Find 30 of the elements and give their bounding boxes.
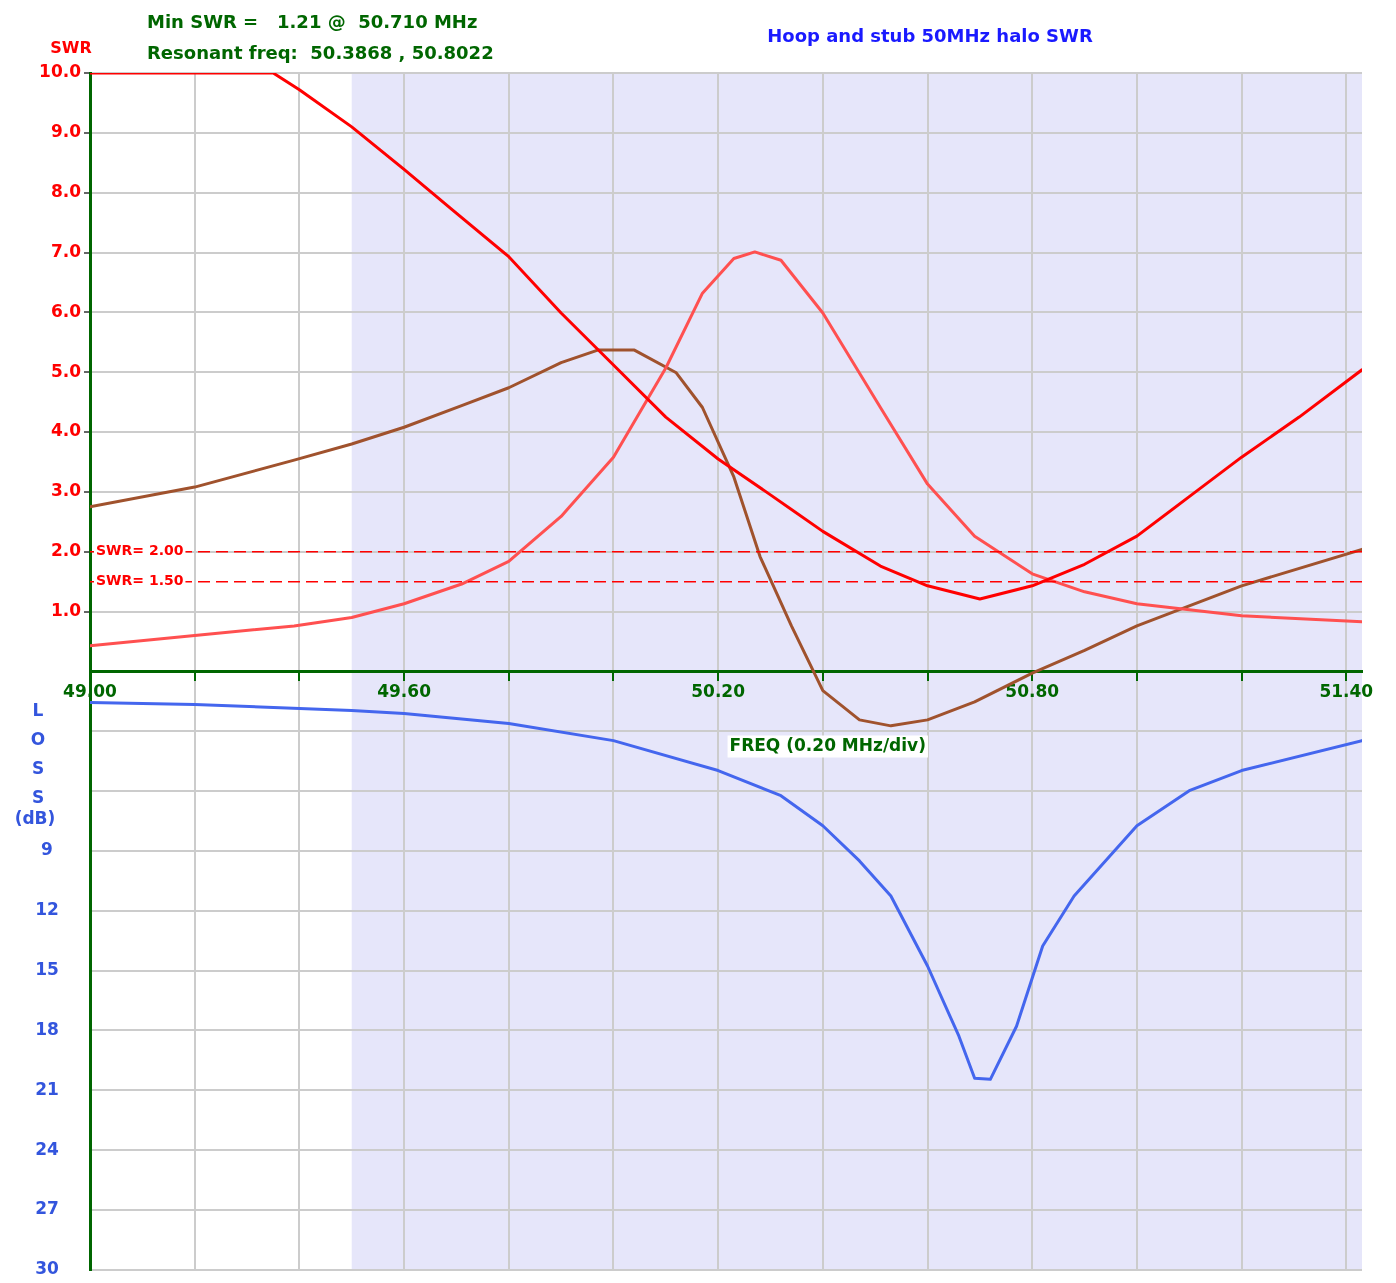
y2-tick-label: 21 — [35, 1078, 59, 1099]
y2-tick-label: 30 — [35, 1258, 59, 1279]
chart-title: Hoop and stub 50MHz halo SWR — [767, 24, 1093, 46]
ref-line-label: SWR= 2.00 — [96, 542, 184, 559]
text: Resonant freq: 50.3868 , 50.8022 — [147, 41, 494, 63]
x-axis-title: FREQ (0.20 MHz/div) — [729, 734, 926, 755]
ref-line-label: SWR= 1.50 — [96, 572, 184, 589]
y2-tick-label: 9 — [41, 839, 53, 860]
y2-tick-label: 24 — [35, 1138, 59, 1159]
y-tick-label: 4.0 — [50, 420, 82, 441]
y-tick-label: 6.0 — [50, 300, 82, 321]
x-tick-label: 50.80 — [1005, 681, 1060, 702]
y-tick-label: 9.0 — [50, 121, 82, 142]
y-axis-title: SWR — [50, 38, 92, 58]
text: Min SWR = 1.21 @ 50.710 MHz — [147, 10, 478, 32]
y-tick-label: 7.0 — [50, 240, 82, 261]
y2-tick-label: 18 — [35, 1018, 59, 1039]
y-tick-label: 10.0 — [39, 61, 82, 82]
x-tick-label: 49.60 — [377, 681, 432, 702]
y2-tick-label: 12 — [35, 899, 59, 920]
x-tick-label: 51.40 — [1319, 681, 1374, 702]
y-tick-label: 8.0 — [50, 181, 82, 202]
x-tick-label: 50.20 — [691, 681, 746, 702]
y2-tick-label: 27 — [35, 1198, 59, 1219]
y-tick-label: 1.0 — [50, 599, 82, 620]
y2-tick-label: 15 — [35, 959, 59, 980]
y-tick-label: 2.0 — [50, 540, 82, 561]
y-tick-label: 5.0 — [50, 360, 82, 381]
y2-axis-title: LOSS (dB) — [14, 699, 56, 828]
y-tick-label: 3.0 — [50, 480, 82, 501]
